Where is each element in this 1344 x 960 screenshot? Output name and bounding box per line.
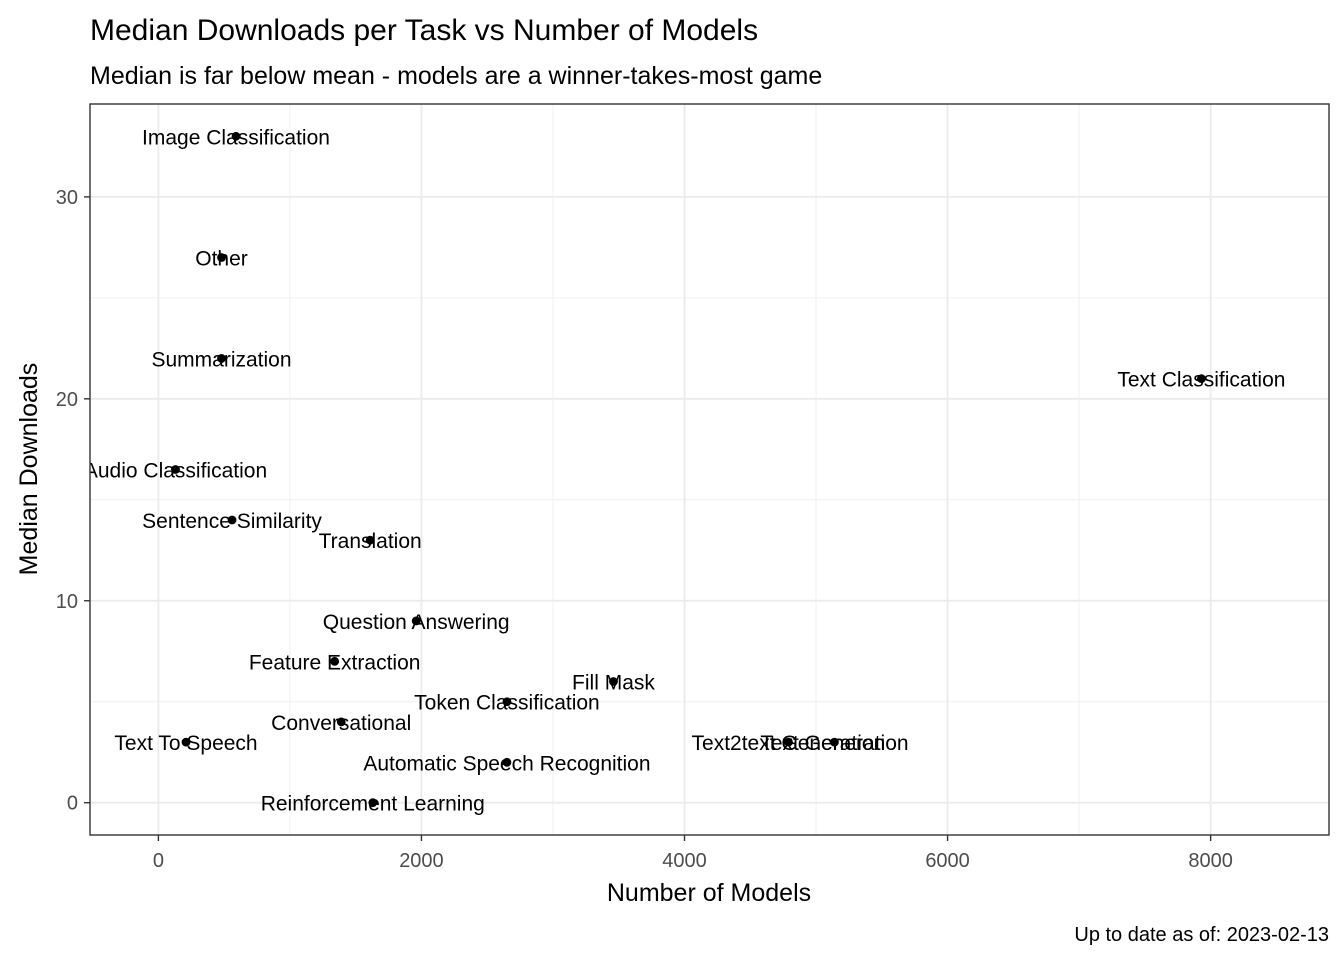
x-tick-label: 0 [153,850,164,872]
data-point [181,737,191,747]
y-tick-label: 20 [56,389,78,411]
point-label: Text To Speech [114,732,257,755]
data-point [411,616,421,626]
point-label: Image Classification [142,126,330,149]
point-label: Text2text Generation [692,732,886,755]
point-label: Question Answering [323,611,510,634]
x-axis-title: Number of Models [607,879,811,907]
point-label: Text Classification [1117,369,1285,392]
data-point [365,535,375,545]
y-axis: 0 10 20 30 [56,187,90,815]
data-point [502,697,512,707]
data-point [330,656,340,666]
y-tick-label: 30 [56,187,78,209]
data-point [217,354,226,363]
data-point [502,757,512,767]
x-tick-label: 8000 [1188,850,1233,872]
data-point [368,798,378,808]
point-label: Feature Extraction [249,651,421,674]
x-tick-label: 2000 [399,850,444,872]
x-tick-label: 6000 [925,850,970,872]
point-label: Text Generation [760,732,908,755]
point-label: Translation [319,530,422,553]
point-label: Token Classification [414,692,600,715]
point-label: Sentence Similarity [142,510,322,533]
point-label: Automatic Speech Recognition [363,752,650,775]
data-point [336,717,346,727]
y-tick-label: 10 [56,591,78,613]
data-point [609,677,618,686]
chart-title: Median Downloads per Task vs Number of M… [90,14,758,47]
data-point [227,515,237,525]
panel-border [89,103,1330,836]
point-label: Summarization [151,348,291,371]
point-label: Reinforcement Learning [261,793,485,816]
data-point [171,465,180,474]
data-point [784,737,793,747]
labels-layer: Image Classification Other Summarization Te… [84,126,1285,816]
point-label: Fill Mask [572,672,655,695]
data-point [231,131,241,141]
plot-panel [90,104,1329,835]
data-point [1197,374,1206,384]
point-label: Other [195,247,248,270]
x-tick-label: 4000 [662,850,707,872]
point-label: Audio Classification [84,460,267,483]
data-point [830,737,839,747]
x-axis: 0 2000 4000 6000 8000 [153,835,1233,872]
y-axis-title: Median Downloads [15,363,43,576]
points-layer [171,131,1206,808]
data-point [217,253,226,262]
chart-caption: Up to date as of: 2023-02-13 [1074,924,1329,946]
grid-minor [90,104,1329,835]
chart-subtitle: Median is far below mean - models are a … [90,62,822,90]
point-label: Conversational [271,712,411,735]
grid-major [90,104,1329,835]
y-tick-label: 0 [67,793,78,815]
